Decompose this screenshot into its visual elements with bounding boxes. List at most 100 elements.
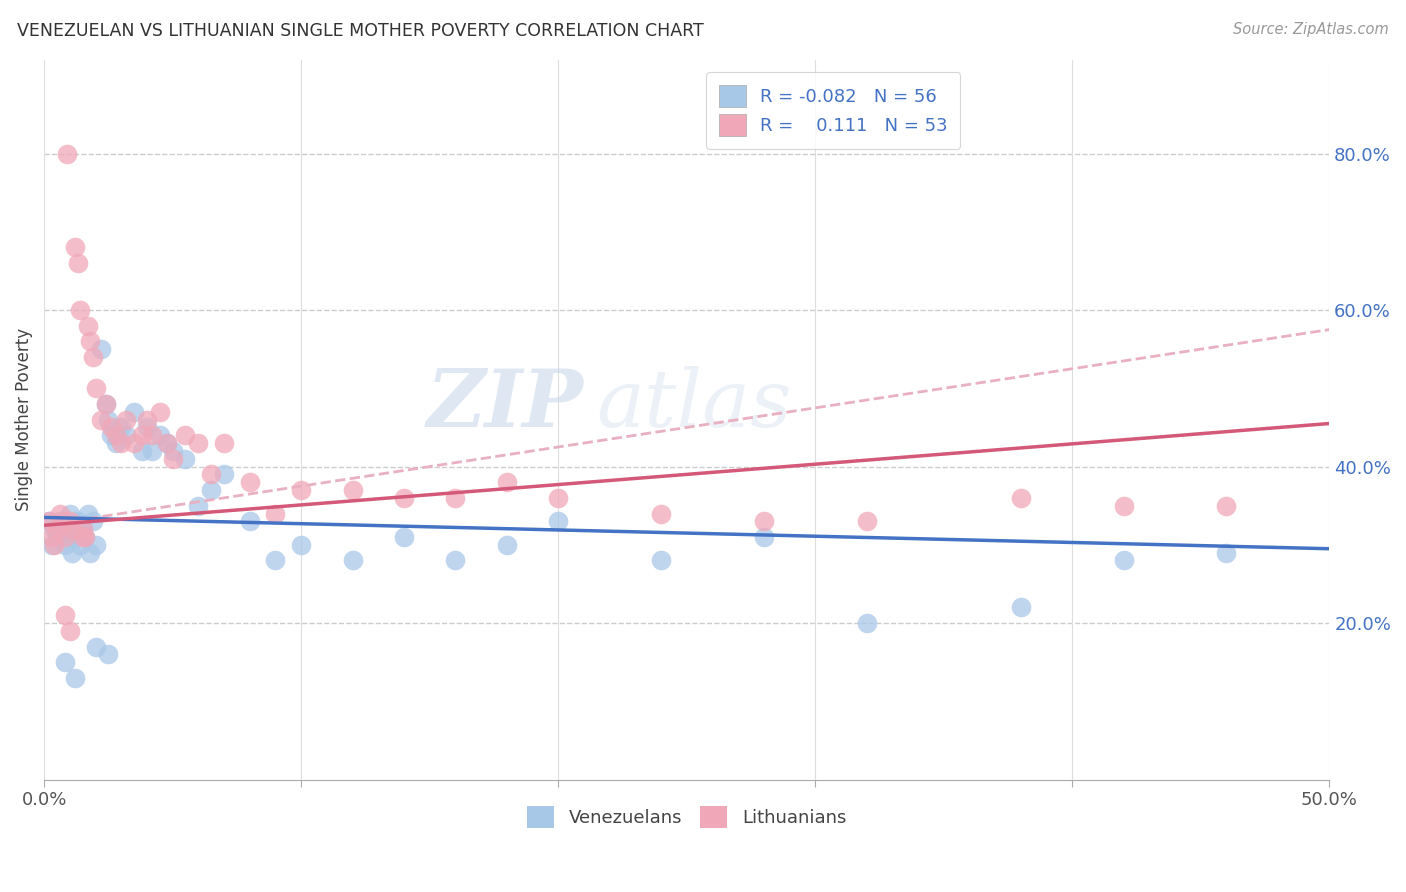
Point <box>1112 499 1135 513</box>
Point <box>547 514 569 528</box>
Point <box>48 507 70 521</box>
Point <box>174 451 197 466</box>
Point <box>53 655 76 669</box>
Point <box>141 444 163 458</box>
Point <box>72 522 94 536</box>
Point <box>290 538 312 552</box>
Point <box>84 381 107 395</box>
Point <box>1215 546 1237 560</box>
Point <box>495 538 517 552</box>
Point <box>239 514 262 528</box>
Point <box>44 538 66 552</box>
Point <box>75 530 97 544</box>
Point <box>53 538 76 552</box>
Point <box>264 507 287 521</box>
Point <box>1010 491 1032 505</box>
Point <box>187 499 209 513</box>
Point <box>66 514 89 528</box>
Point <box>200 467 222 482</box>
Point <box>162 451 184 466</box>
Point <box>342 553 364 567</box>
Point <box>69 303 91 318</box>
Point <box>66 256 89 270</box>
Point <box>51 514 73 528</box>
Point <box>84 538 107 552</box>
Point <box>90 342 112 356</box>
Point <box>90 412 112 426</box>
Point <box>149 428 172 442</box>
Point <box>94 397 117 411</box>
Point <box>59 507 82 521</box>
Point <box>53 608 76 623</box>
Point <box>156 436 179 450</box>
Point <box>97 648 120 662</box>
Point <box>122 405 145 419</box>
Point <box>100 428 122 442</box>
Point <box>110 420 132 434</box>
Point <box>48 514 70 528</box>
Point <box>444 491 467 505</box>
Point <box>174 428 197 442</box>
Point <box>84 640 107 654</box>
Point <box>38 514 60 528</box>
Point <box>141 428 163 442</box>
Point <box>97 412 120 426</box>
Point <box>342 483 364 497</box>
Point <box>105 436 128 450</box>
Point <box>212 436 235 450</box>
Point <box>444 553 467 567</box>
Point <box>115 412 138 426</box>
Point <box>51 522 73 536</box>
Point <box>100 420 122 434</box>
Point <box>547 491 569 505</box>
Point <box>105 428 128 442</box>
Point <box>650 553 672 567</box>
Point <box>495 475 517 490</box>
Point <box>752 530 775 544</box>
Point <box>752 514 775 528</box>
Point <box>76 318 98 333</box>
Point <box>59 522 82 536</box>
Point <box>72 522 94 536</box>
Point <box>264 553 287 567</box>
Point <box>63 530 86 544</box>
Point <box>1010 600 1032 615</box>
Point <box>131 444 153 458</box>
Point <box>63 671 86 685</box>
Point <box>72 530 94 544</box>
Point <box>56 530 79 544</box>
Point <box>75 530 97 544</box>
Point <box>149 405 172 419</box>
Point <box>200 483 222 497</box>
Point <box>650 507 672 521</box>
Point <box>212 467 235 482</box>
Point <box>290 483 312 497</box>
Point <box>46 522 69 536</box>
Point <box>110 436 132 450</box>
Point <box>239 475 262 490</box>
Point <box>855 616 877 631</box>
Y-axis label: Single Mother Poverty: Single Mother Poverty <box>15 328 32 511</box>
Point <box>41 530 63 544</box>
Point <box>38 514 60 528</box>
Legend: Venezuelans, Lithuanians: Venezuelans, Lithuanians <box>520 799 853 836</box>
Text: atlas: atlas <box>596 367 792 444</box>
Point <box>392 491 415 505</box>
Point <box>60 522 83 536</box>
Point <box>115 428 138 442</box>
Point <box>56 146 79 161</box>
Point <box>135 420 157 434</box>
Point <box>63 240 86 254</box>
Point <box>82 514 104 528</box>
Point <box>82 350 104 364</box>
Point <box>69 538 91 552</box>
Text: ZIP: ZIP <box>427 367 583 444</box>
Point <box>41 538 63 552</box>
Point <box>1215 499 1237 513</box>
Point <box>60 546 83 560</box>
Point <box>855 514 877 528</box>
Point <box>59 624 82 638</box>
Point <box>79 334 101 349</box>
Point <box>76 507 98 521</box>
Point <box>392 530 415 544</box>
